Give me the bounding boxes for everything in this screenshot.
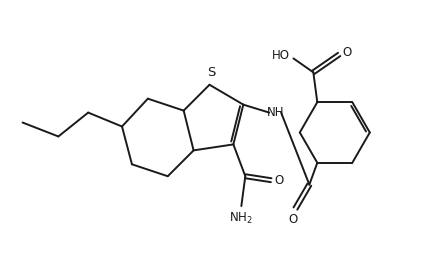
Text: NH$_2$: NH$_2$ bbox=[229, 211, 253, 226]
Text: S: S bbox=[207, 66, 216, 79]
Text: HO: HO bbox=[272, 49, 290, 62]
Text: O: O bbox=[289, 213, 298, 225]
Text: O: O bbox=[342, 46, 352, 59]
Text: NH: NH bbox=[266, 106, 284, 119]
Text: O: O bbox=[275, 174, 283, 187]
